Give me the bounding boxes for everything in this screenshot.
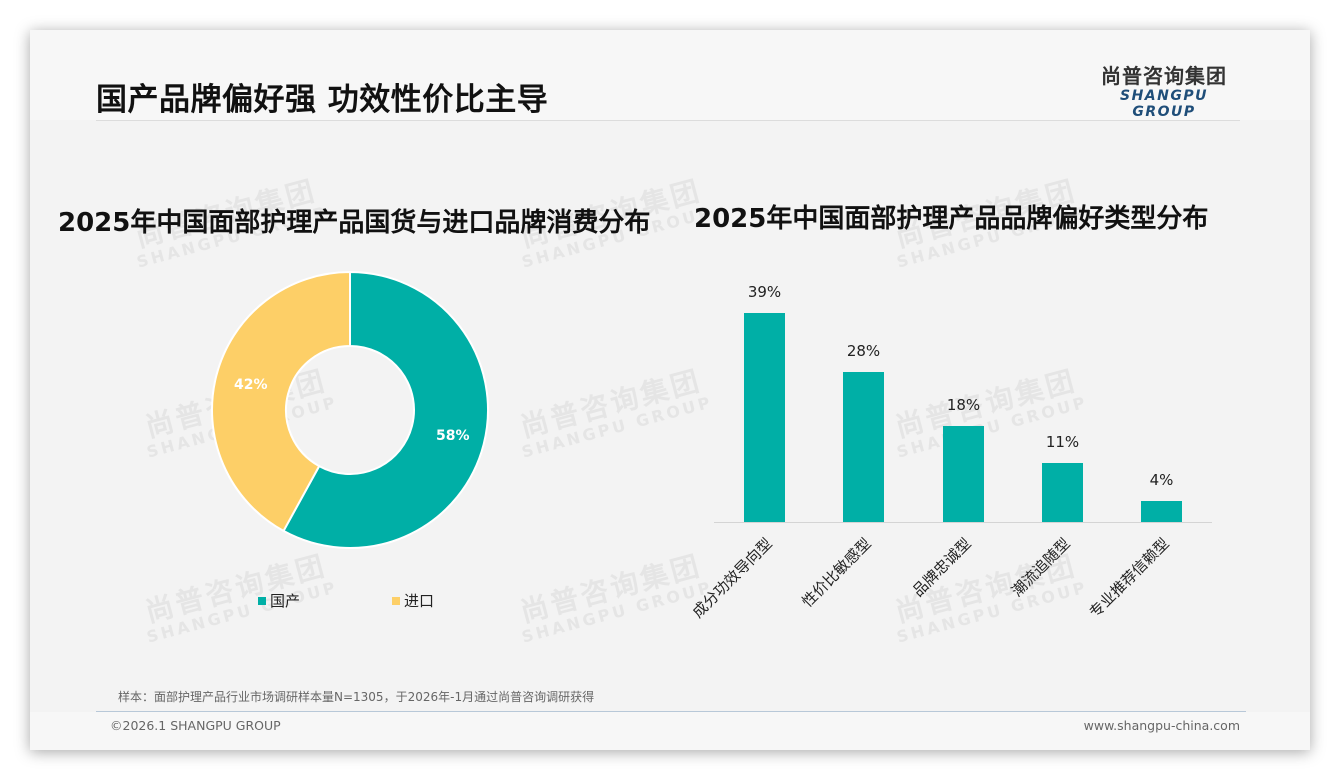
sample-footnote: 样本：面部护理产品行业市场调研样本量N=1305，于2026年-1月通过尚普咨询… xyxy=(118,690,595,704)
footer-divider xyxy=(96,711,1246,712)
donut-chart: 58% 42% xyxy=(210,270,490,550)
bar xyxy=(744,313,785,522)
logo-chinese: 尚普咨询集团 xyxy=(1101,64,1227,88)
copyright-text: ©2026.1 SHANGPU GROUP xyxy=(110,718,281,733)
legend-label: 进口 xyxy=(404,592,435,610)
company-logo: 尚普咨询集团 SHANGPU GROUP xyxy=(1088,64,1240,120)
category-label: 成分功效导向型 xyxy=(688,534,776,622)
header-band xyxy=(30,30,1310,120)
website-link[interactable]: www.shangpu-china.com xyxy=(1083,718,1240,733)
donut-chart-title: 2025年中国面部护理产品国货与进口品牌消费分布 xyxy=(58,208,651,238)
donut-label-imported: 42% xyxy=(234,377,268,393)
donut-label-domestic: 58% xyxy=(436,428,470,444)
x-axis-line xyxy=(714,522,1212,523)
category-label: 专业推荐信赖型 xyxy=(1085,534,1173,622)
legend-item-domestic: 国产 xyxy=(258,590,300,611)
bar xyxy=(1042,463,1083,522)
bar-value-label: 11% xyxy=(1045,433,1080,451)
donut-svg xyxy=(211,270,489,549)
legend-item-imported: 进口 xyxy=(392,590,434,611)
footer-band xyxy=(30,712,1310,750)
bar xyxy=(943,426,984,522)
bar-chart-title: 2025年中国面部护理产品品牌偏好类型分布 xyxy=(694,204,1209,234)
donut-slice-domestic xyxy=(282,270,489,549)
bar-value-label: 39% xyxy=(747,283,782,301)
page-title: 国产品牌偏好强 功效性价比主导 xyxy=(96,82,549,118)
header-divider xyxy=(96,120,1240,121)
legend-swatch-yellow-icon xyxy=(392,596,400,605)
bar-value-label: 28% xyxy=(846,342,881,360)
legend-swatch-teal-icon xyxy=(258,596,266,605)
legend-label: 国产 xyxy=(270,592,301,610)
bar-value-label: 18% xyxy=(946,396,981,414)
bar xyxy=(843,372,884,522)
donut-slice-imported xyxy=(211,270,351,533)
logo-english: SHANGPU GROUP xyxy=(1120,88,1208,120)
bar xyxy=(1141,501,1182,522)
category-label: 潮流追随型 xyxy=(1007,534,1074,601)
category-label: 品牌忠诚型 xyxy=(908,534,975,601)
category-label: 性价比敏感型 xyxy=(797,534,875,611)
bar-value-label: 4% xyxy=(1149,471,1174,489)
slide: 尚普咨询集团 SHANGPU GROUP 尚普咨询集团 SHANGPU GROUP … xyxy=(30,30,1310,750)
